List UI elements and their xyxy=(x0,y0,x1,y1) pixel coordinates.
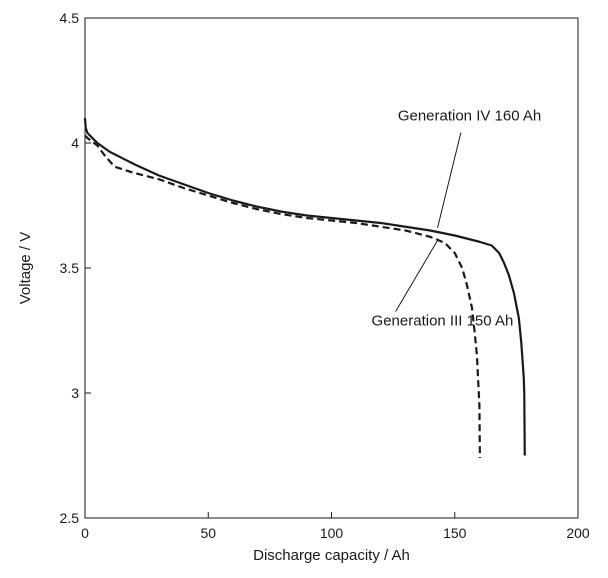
y-tick-label: 4.5 xyxy=(60,10,80,26)
plot-frame xyxy=(84,17,579,519)
x-tick-label: 200 xyxy=(566,525,590,541)
y-tick-label: 3 xyxy=(71,385,79,401)
x-tick-label: 100 xyxy=(320,525,344,541)
y-tick-label: 2.5 xyxy=(60,510,80,526)
x-tick-label: 150 xyxy=(443,525,467,541)
y-tick-label: 4 xyxy=(71,135,79,151)
x-axis-label: Discharge capacity / Ah xyxy=(253,547,410,564)
x-tick-label: 0 xyxy=(81,525,89,541)
annotation-leader-line xyxy=(437,132,462,229)
y-tick-label: 3.5 xyxy=(60,260,80,276)
series-line-generation-iii xyxy=(84,134,481,459)
y-axis-label: Voltage / V xyxy=(17,232,34,305)
x-tick-label: 50 xyxy=(200,525,216,541)
series-line-generation-iv xyxy=(83,117,526,456)
annotation-label: Generation III 150 Ah xyxy=(372,313,514,330)
annotation-label: Generation IV 160 Ah xyxy=(398,108,541,125)
annotation-leader-line xyxy=(395,240,438,312)
